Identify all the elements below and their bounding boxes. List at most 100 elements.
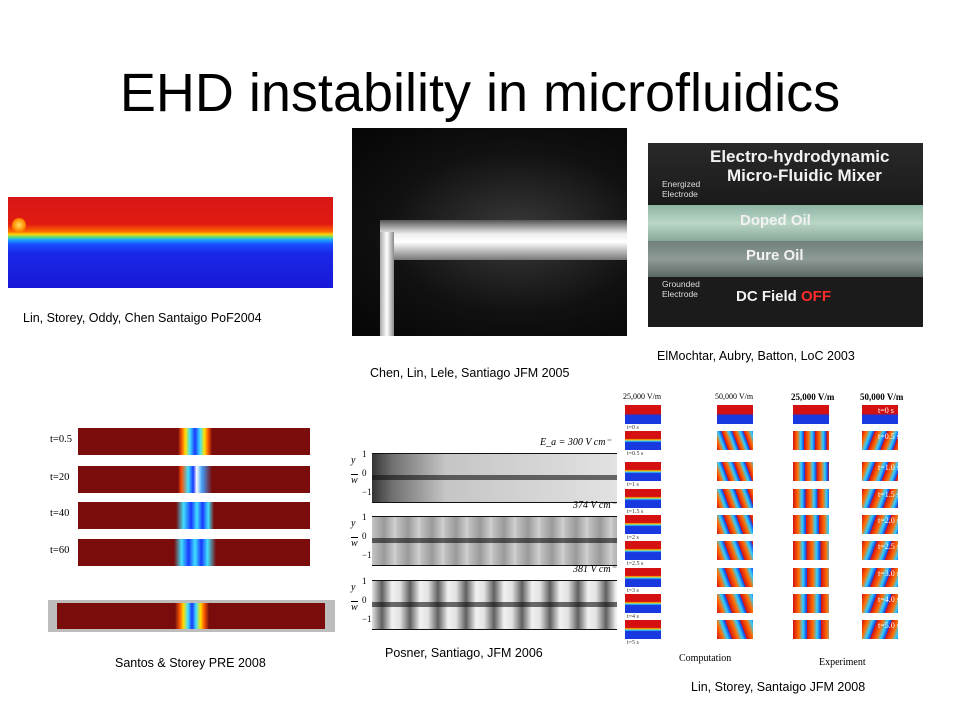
- axis-w-label: w: [351, 601, 358, 613]
- computation-time-label: t=4 s: [627, 614, 639, 620]
- axis-tick: 0: [362, 595, 367, 605]
- column-header: 25,000 V/m: [623, 392, 662, 401]
- axis-w-label: w: [351, 537, 358, 549]
- doped-oil-layer: [648, 205, 923, 241]
- lin-cell: [717, 594, 753, 613]
- dc-field-text: DC Field: [736, 288, 797, 305]
- pure-oil-layer: [648, 241, 923, 277]
- axis-tick: −1: [362, 614, 372, 624]
- column-header: 50,000 V/m: [715, 392, 754, 401]
- computation-time-label: t=2.5 s: [627, 561, 644, 567]
- base-strip-band: [175, 603, 209, 629]
- axis-tick: 1: [362, 449, 367, 459]
- posner-channel: [372, 453, 617, 503]
- base-strip-frame: [48, 600, 335, 632]
- axis-tick: 0: [362, 531, 367, 541]
- lin-cell: [862, 489, 898, 508]
- lin-cell: [793, 489, 829, 508]
- lin-cell: [717, 620, 753, 639]
- experiment-time-label: t=2.5 s: [878, 542, 900, 551]
- computation-time-label: t=5 s: [627, 640, 639, 646]
- experiment-time-label: t=3.0 s: [878, 569, 900, 578]
- lin-cell: [862, 541, 898, 560]
- experiment-time-label: t=5.0 s: [878, 621, 900, 630]
- caption-lin-jfm2008: Lin, Storey, Santaigo JFM 2008: [691, 680, 866, 694]
- lin-cell: [717, 405, 753, 424]
- lin-cell: [625, 620, 661, 639]
- lin-cell: [717, 541, 753, 560]
- axis-y-label: y: [351, 518, 356, 529]
- lin-cell: [793, 405, 829, 424]
- santos-strip: [78, 502, 310, 529]
- concentration-field-image: [8, 197, 333, 288]
- center-stream: [372, 602, 617, 607]
- mixer-photo: Electro-hydrodynamic Micro-Fluidic Mixer…: [648, 143, 923, 327]
- lin-cell: [862, 620, 898, 639]
- axis-w-label: w: [351, 474, 358, 486]
- center-stream: [372, 475, 617, 480]
- axis-y-label: y: [351, 455, 356, 466]
- mixer-title-line2: Micro-Fluidic Mixer: [727, 166, 882, 185]
- lin-cell: [625, 462, 661, 481]
- dc-field-label: DC Field OFF: [736, 288, 831, 305]
- side-channel: [380, 232, 394, 336]
- lin-cell: [862, 568, 898, 587]
- doped-oil-label: Doped Oil: [740, 212, 811, 229]
- lin-cell: [862, 515, 898, 534]
- computation-time-label: t=3 s: [627, 588, 639, 594]
- center-stream: [372, 538, 617, 543]
- energized-label-1: Energized: [662, 179, 701, 189]
- lin-cell: [793, 541, 829, 560]
- lin-cell: [862, 594, 898, 613]
- caption-posner-jfm2006: Posner, Santiago, JFM 2006: [385, 646, 543, 660]
- field-label: E_a = 300 V cm⁻: [540, 437, 611, 448]
- lin-cell: [717, 431, 753, 450]
- axis-tick: 0: [362, 468, 367, 478]
- lin-cell: [862, 405, 898, 424]
- grounded-label-2: Electrode: [662, 289, 698, 299]
- instability-blob: [178, 466, 212, 493]
- axis-tick: −1: [362, 550, 372, 560]
- axis-tick: 1: [362, 576, 367, 586]
- santos-strip: [78, 539, 310, 566]
- field-label: 381 V cm⁻: [573, 564, 616, 575]
- time-label: t=20: [50, 472, 70, 483]
- caption-lin-pof2004: Lin, Storey, Oddy, Chen Santaigo PoF2004: [23, 311, 262, 325]
- lin-cell: [625, 405, 661, 424]
- column-header: 50,000 V/m: [860, 392, 904, 402]
- field-label: 374 V cm⁻: [573, 500, 616, 511]
- computation-label: Computation: [679, 653, 732, 664]
- inlet-spot: [12, 218, 26, 232]
- posner-channel: [372, 580, 617, 630]
- time-label: t=40: [50, 508, 70, 519]
- lin-cell: [793, 515, 829, 534]
- posner-channel: [372, 516, 617, 566]
- instability-blob: [178, 428, 212, 455]
- instability-blob: [174, 539, 216, 566]
- experiment-time-label: t=1.5 s: [878, 490, 900, 499]
- lin-cell: [625, 489, 661, 508]
- lin-cell: [625, 515, 661, 534]
- lin-cell: [793, 594, 829, 613]
- experiment-time-label: t=0.5 s: [878, 432, 900, 441]
- experiment-time-label: t=2.0 s: [878, 516, 900, 525]
- axis-y-label: y: [351, 582, 356, 593]
- computation-time-label: t=0 s: [627, 425, 639, 431]
- lin-cell: [625, 594, 661, 613]
- column-header: 25,000 V/m: [791, 392, 835, 402]
- caption-chen-jfm2005: Chen, Lin, Lele, Santiago JFM 2005: [370, 366, 570, 380]
- lin-cell: [793, 568, 829, 587]
- channel-photo: [352, 128, 627, 336]
- grounded-label-1: Grounded: [662, 279, 700, 289]
- lin-cell: [717, 568, 753, 587]
- bright-stream: [380, 220, 627, 260]
- slide-title: EHD instability in microfluidics: [119, 63, 841, 123]
- computation-time-label: t=2 s: [627, 535, 639, 541]
- lin-cell: [717, 489, 753, 508]
- computation-time-label: t=0.5 s: [627, 451, 644, 457]
- lin-cell: [793, 620, 829, 639]
- experiment-time-label: t=4.0 s: [878, 595, 900, 604]
- computation-time-label: t=1 s: [627, 482, 639, 488]
- computation-time-label: t=1.5 s: [627, 509, 644, 515]
- caption-santos-pre2008: Santos & Storey PRE 2008: [115, 656, 266, 670]
